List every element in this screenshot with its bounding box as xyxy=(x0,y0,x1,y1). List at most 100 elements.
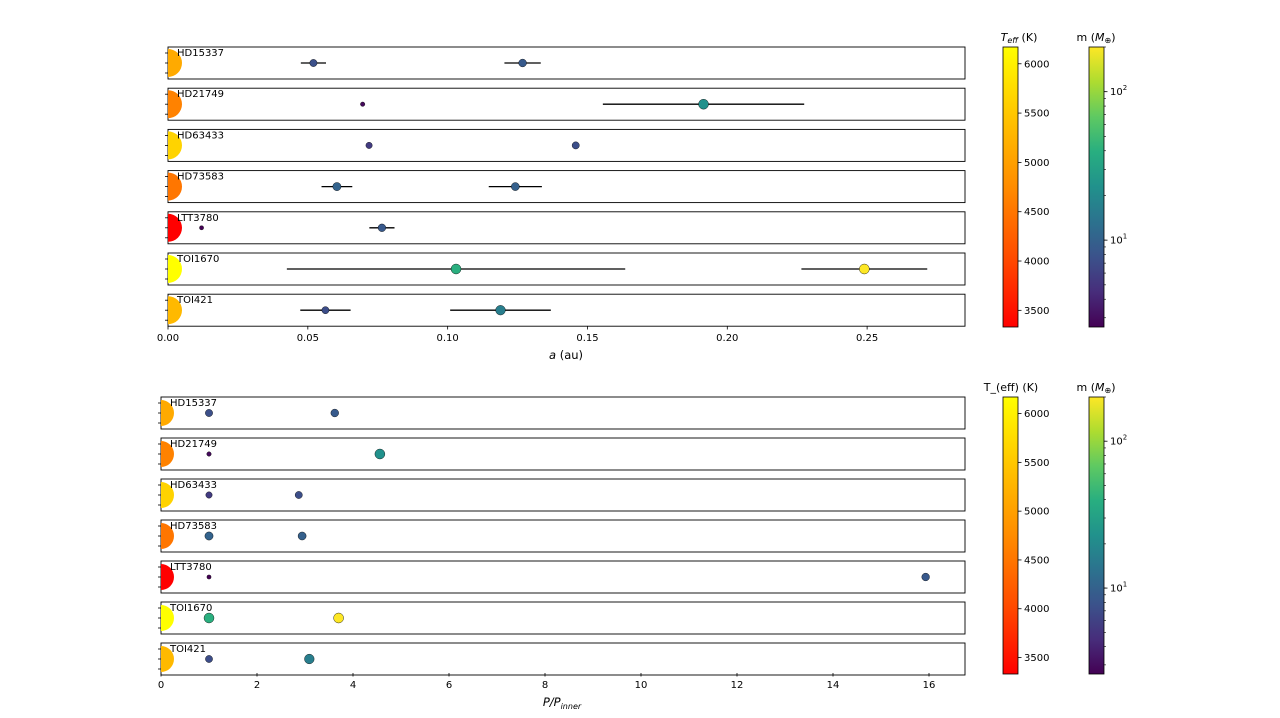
planet-marker xyxy=(518,58,527,68)
system-panel-frame xyxy=(160,396,966,430)
system-name-label: TOI421 xyxy=(169,644,206,655)
bottom-mass-colorbar-gradient xyxy=(1088,396,1105,675)
system-panel-frame xyxy=(167,211,966,245)
host-star-marker xyxy=(161,400,174,426)
system-name-label: HD63433 xyxy=(177,130,224,141)
top-x-axis-label: a (au) xyxy=(549,348,583,362)
system-panel-frame xyxy=(160,601,966,635)
planet-marker xyxy=(330,408,339,418)
system-name-label: LTT3780 xyxy=(177,213,219,224)
colorbar-tick-label: 6000 xyxy=(1024,59,1049,70)
planet-marker xyxy=(495,305,506,316)
planet-marker xyxy=(333,612,344,624)
planet-marker xyxy=(511,182,520,191)
host-star-marker xyxy=(161,523,174,549)
system-panel-frame xyxy=(167,170,966,204)
planet-marker xyxy=(450,263,462,275)
host-star-marker xyxy=(161,482,174,508)
planet-marker xyxy=(374,448,386,460)
system-hd21749: HD21749 xyxy=(165,87,966,121)
system-hd15337: HD15337 xyxy=(165,46,966,80)
x-tick-label: 0.20 xyxy=(716,333,738,344)
top-teff-colorbar: Teff (K) 3500 4000 4500 5000 5500 6000 xyxy=(1001,31,1049,328)
bottom-teff-colorbar-title: T_(eff) (K) xyxy=(983,381,1038,394)
planet-marker xyxy=(921,572,930,582)
x-tick-label: 0.00 xyxy=(157,333,179,344)
colorbar-tick-label: 4500 xyxy=(1024,555,1049,566)
bottom-mass-colorbar-title: m (M⊕) xyxy=(1076,381,1115,395)
planet-marker xyxy=(698,98,709,110)
host-star-marker xyxy=(161,646,174,672)
system-toi421: TOI421 xyxy=(158,642,966,676)
system-name-label: HD73583 xyxy=(170,521,217,532)
system-panel-frame xyxy=(167,128,966,162)
system-hd63433: HD63433 xyxy=(165,128,966,162)
x-tick-label: 2 xyxy=(254,680,260,691)
host-star-marker xyxy=(168,90,182,119)
colorbar-tick-label: 3500 xyxy=(1024,306,1049,317)
top-mass-colorbar-title: m (M⊕) xyxy=(1076,31,1115,45)
colorbar-tick-label: 4000 xyxy=(1024,604,1049,615)
top-mass-colorbar: m (M⊕) 101 102 xyxy=(1076,31,1127,328)
colorbar-tick-label: 6000 xyxy=(1024,409,1049,420)
system-hd21749: HD21749 xyxy=(158,437,966,471)
host-star-marker xyxy=(168,296,182,325)
planet-marker xyxy=(297,531,307,541)
colorbar-tick-label: 3500 xyxy=(1024,653,1049,664)
x-tick-label: 10 xyxy=(635,680,648,691)
system-panel-frame xyxy=(160,437,966,471)
planet-marker xyxy=(203,612,215,624)
colorbar-tick-label: 102 xyxy=(1110,84,1127,98)
planet-marker xyxy=(360,101,366,107)
colorbar-tick-label: 5000 xyxy=(1024,507,1049,518)
colorbar-tick-label: 102 xyxy=(1110,434,1127,448)
host-star-marker xyxy=(168,131,182,160)
system-ltt3780: LTT3780 xyxy=(165,211,966,245)
planet-marker xyxy=(199,225,204,231)
x-tick-label: 16 xyxy=(923,680,936,691)
top-panel: HD15337 HD21749 HD63433 HD73583 LTT3780 TOI16… xyxy=(157,46,966,344)
planet-marker xyxy=(304,653,315,665)
x-tick-label: 14 xyxy=(827,680,840,691)
system-panel-frame xyxy=(160,519,966,553)
x-axis: 0 2 4 6 8 10 12 14 16 xyxy=(158,673,936,691)
x-tick-label: 0.05 xyxy=(297,333,319,344)
system-panel-frame xyxy=(167,46,966,80)
system-name-label: TOI1670 xyxy=(169,603,212,614)
system-name-label: HD21749 xyxy=(170,439,217,450)
system-panel-frame xyxy=(160,478,966,512)
host-star-marker xyxy=(161,564,174,590)
x-tick-label: 12 xyxy=(731,680,744,691)
system-hd63433: HD63433 xyxy=(158,478,966,512)
bottom-teff-colorbar-gradient xyxy=(1002,396,1019,675)
system-name-label: TOI1670 xyxy=(176,254,219,265)
colorbar-tick-label: 5000 xyxy=(1024,158,1049,169)
system-name-label: TOI421 xyxy=(176,295,213,306)
x-tick-label: 0.15 xyxy=(576,333,598,344)
planet-marker xyxy=(204,531,214,541)
planet-marker xyxy=(206,574,212,580)
system-hd73583: HD73583 xyxy=(158,519,966,553)
system-toi421: TOI421 xyxy=(165,293,966,327)
host-star-marker xyxy=(168,172,182,201)
bottom-panel: HD15337 HD21749 HD63433 HD73583 LTT3780 TOI16… xyxy=(158,396,966,691)
planet-marker xyxy=(309,59,318,67)
system-toi1670: TOI1670 xyxy=(158,601,966,635)
colorbar-tick-label: 5500 xyxy=(1024,109,1049,120)
system-toi1670: TOI1670 xyxy=(165,252,966,286)
x-axis: 0.00 0.05 0.10 0.15 0.20 0.25 xyxy=(157,326,878,344)
colorbar-tick-label: 101 xyxy=(1110,581,1127,595)
planet-marker xyxy=(332,182,342,191)
system-panel-frame xyxy=(167,87,966,121)
system-panel-frame xyxy=(160,642,966,676)
planet-marker xyxy=(365,142,373,149)
planet-marker xyxy=(205,491,213,499)
host-star-marker xyxy=(161,441,174,467)
top-mass-colorbar-gradient xyxy=(1088,46,1105,328)
x-tick-label: 0.10 xyxy=(437,333,459,344)
bottom-x-axis-label: P/Pinner xyxy=(543,695,582,711)
bottom-mass-colorbar: m (M⊕) 101 102 xyxy=(1076,381,1127,675)
host-star-marker xyxy=(168,49,182,77)
system-name-label: LTT3780 xyxy=(170,562,212,573)
